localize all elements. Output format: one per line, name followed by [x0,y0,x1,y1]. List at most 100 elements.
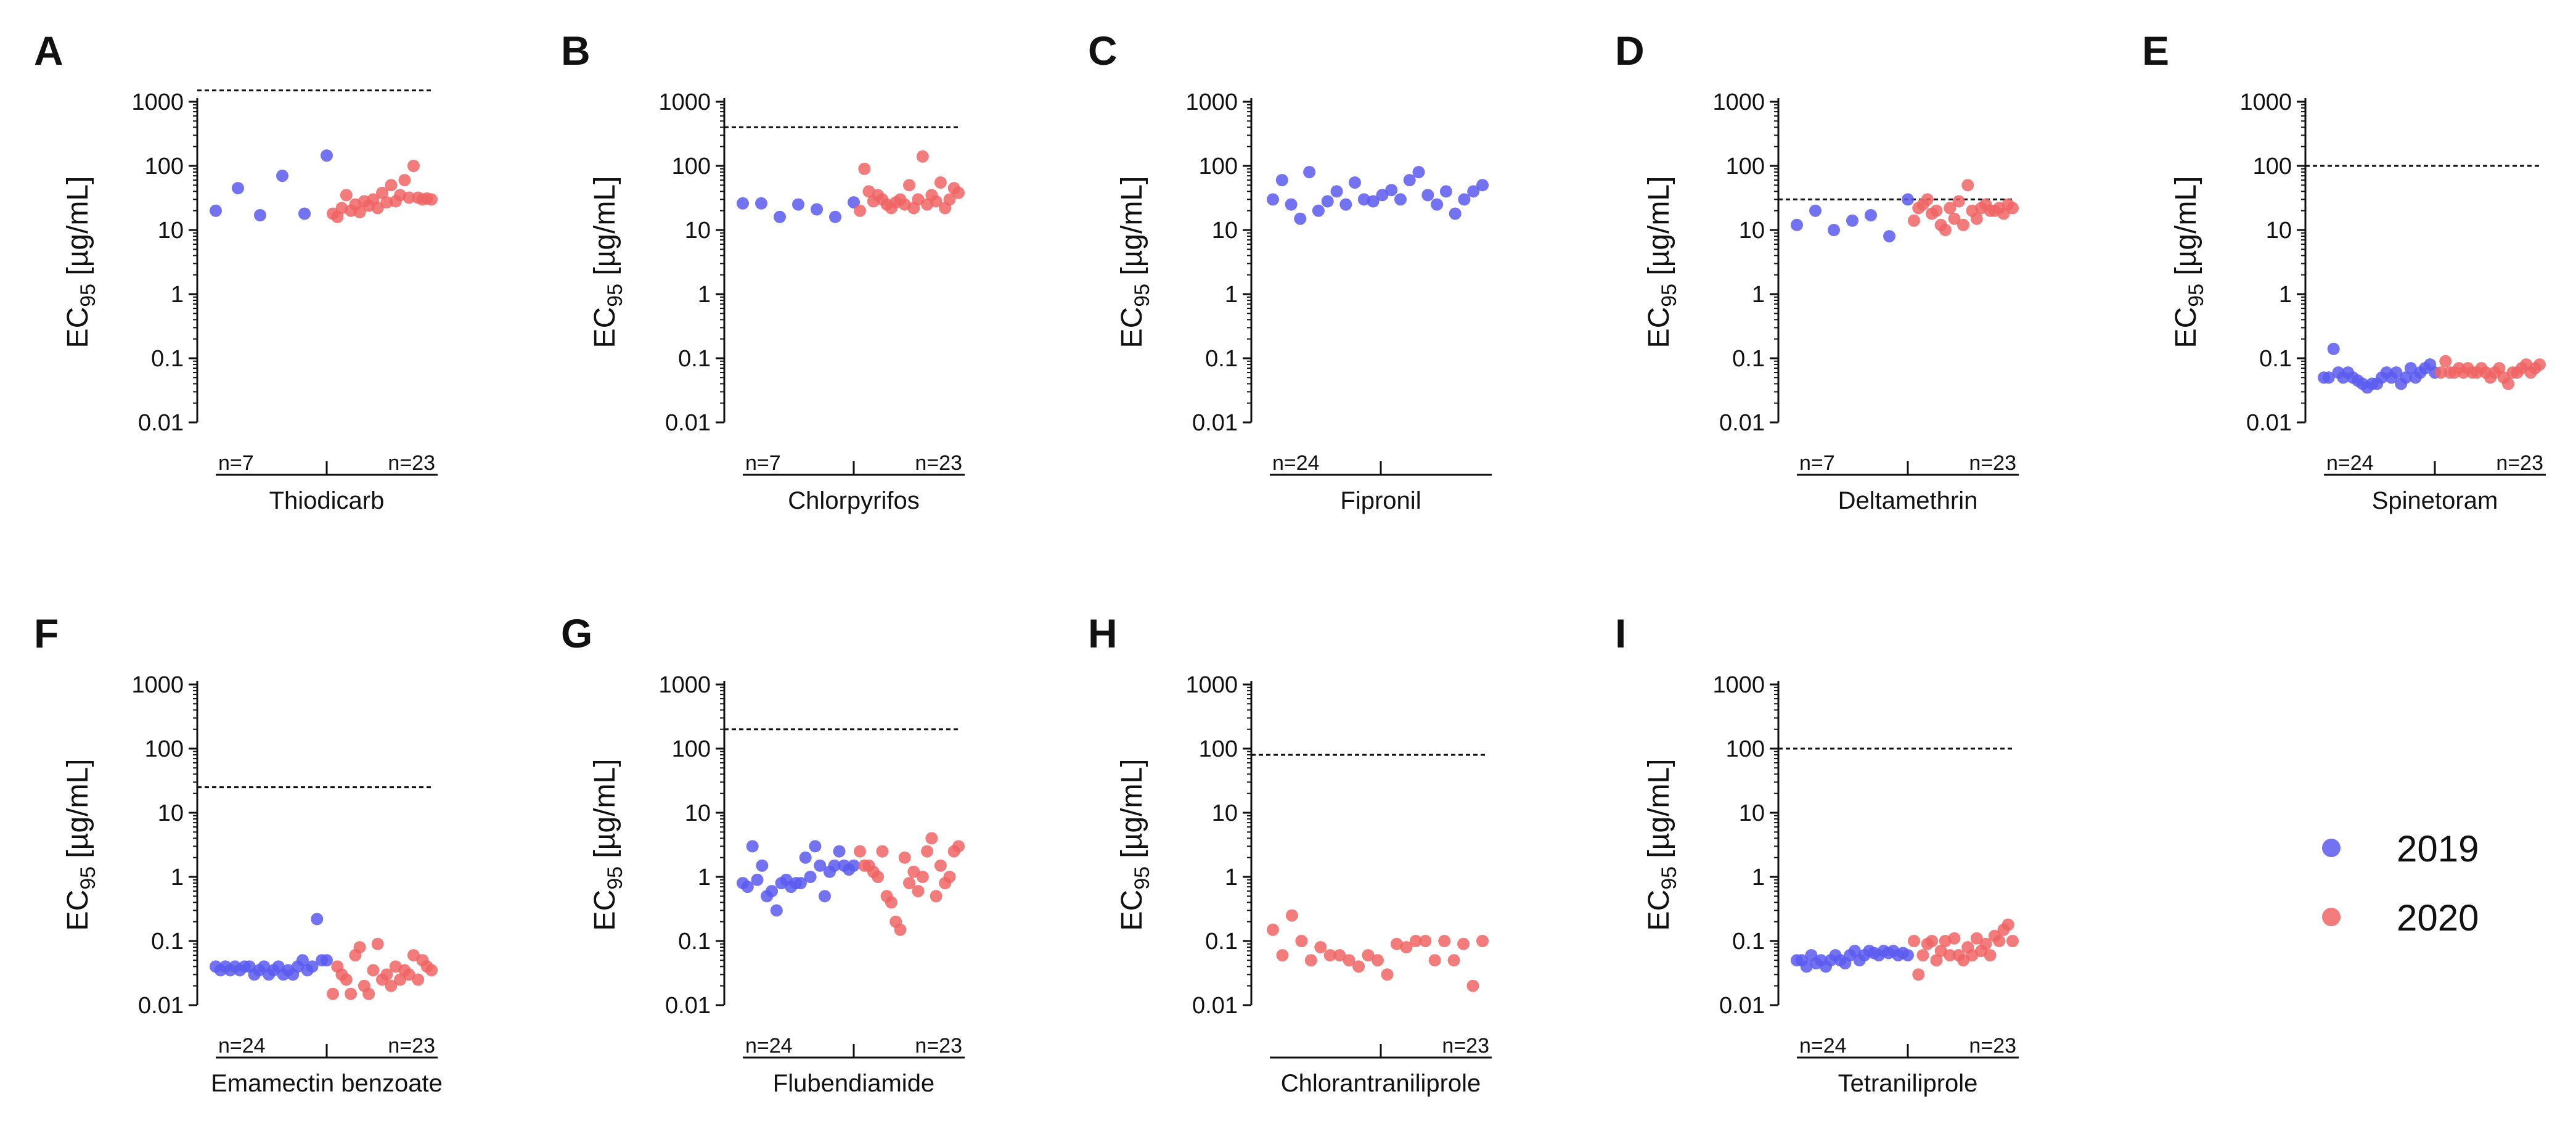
data-point-2020 [1267,923,1279,936]
data-point-2020 [425,193,438,206]
data-point-2019 [833,845,846,858]
data-point-2020 [930,890,942,903]
data-point-2020 [425,964,438,977]
data-point-2019 [1330,185,1343,198]
y-tick-label: 100 [1726,154,1765,179]
y-tick-label: 1000 [1185,89,1238,115]
compound-label: Tetraniliprole [1838,1070,1978,1097]
data-point-2019 [276,170,288,183]
y-tick-label: 10 [1212,218,1238,244]
y-tick-label: 0.01 [138,410,184,436]
data-point-2019 [766,885,778,898]
data-point-2020 [2006,202,2019,215]
data-point-2019 [1809,204,1822,217]
compound-label: Flubendiamide [773,1070,934,1097]
data-point-2019 [1846,214,1858,227]
y-tick-label: 100 [145,736,184,762]
data-point-2020 [2435,366,2447,379]
data-point-2020 [362,987,375,1000]
data-point-2019 [1431,198,1444,211]
data-point-2019 [1476,179,1489,192]
legend-label-2019: 2019 [2397,828,2479,869]
panel-g: G EC95 [µg/mL] 0.01 0.1 1 10 100 1000 n=24 n=23 Fl… [561,610,965,1097]
y-tick-label: 1000 [131,672,184,698]
y-tick-label: 0.1 [1205,929,1238,955]
data-point-2019 [794,877,807,890]
data-point-2020 [916,871,929,883]
panel-letter: G [561,610,592,656]
data-point-2020 [1352,960,1365,973]
data-point-2019 [1449,207,1462,220]
y-tick-label: 1000 [658,89,711,115]
data-point-2019 [746,840,759,853]
y-tick-label: 0.01 [1192,993,1238,1019]
y-tick-label: 0.1 [678,346,711,372]
data-point-2020 [385,979,398,992]
data-point-2020 [1390,937,1403,950]
y-tick-label: 0.01 [1719,410,1765,436]
data-point-2019 [814,859,827,872]
y-tick-label: 10 [158,218,184,244]
data-point-2020 [1916,949,1929,962]
data-point-2020 [398,174,411,187]
data-point-2019 [1412,166,1425,179]
data-point-2019 [751,873,764,886]
data-point-2020 [952,840,965,853]
data-point-2019 [1791,218,1803,231]
y-tick-label: 0.01 [138,993,184,1019]
data-point-2020 [1997,207,2010,220]
y-tick-label: 1 [1225,865,1238,890]
y-axis-label: EC95 [µg/mL] [589,759,627,931]
data-point-2019 [1275,174,1288,187]
data-point-2019 [774,210,786,223]
data-point-2019 [1865,209,1877,221]
data-point-2020 [912,885,925,898]
data-point-2020 [1930,204,1943,217]
y-tick-label: 100 [145,154,184,179]
data-point-2020 [1381,968,1394,981]
y-tick-label: 0.01 [2246,410,2292,436]
data-point-2020 [1948,212,1961,225]
y-axis-label: EC95 [µg/mL] [62,759,100,931]
legend-marker-2020 [2322,908,2341,926]
data-point-2019 [770,904,783,917]
y-tick-label: 100 [672,736,711,762]
data-point-2020 [921,845,934,858]
y-tick-label: 1 [1752,282,1765,308]
n-label-2019: n=24 [1272,451,1320,475]
data-point-2020 [412,973,425,986]
data-point-2020 [1957,218,1969,231]
data-point-2019 [321,149,333,162]
data-point-2020 [930,195,942,208]
data-point-2019 [2390,366,2403,379]
y-tick-label: 0.1 [2259,346,2292,372]
data-point-2019 [1385,184,1398,197]
compound-label: Fipronil [1340,487,1421,514]
data-point-2020 [1276,949,1289,962]
data-point-2020 [916,150,929,163]
data-point-2019 [1848,945,1861,958]
y-tick-label: 0.01 [1192,410,1238,436]
data-point-2019 [1828,224,1840,236]
panel-letter: B [561,28,591,73]
y-axis-label: EC95 [µg/mL] [589,176,627,348]
y-tick-label: 0.01 [1719,993,1765,1019]
data-point-2020 [353,206,366,218]
data-point-2020 [394,973,407,986]
data-point-2020 [2002,918,2014,931]
y-tick-label: 1000 [131,89,184,115]
data-point-2019 [1439,185,1452,198]
n-label-2020: n=23 [1969,451,2016,475]
data-point-2020 [1438,935,1451,947]
data-point-2020 [1948,932,1961,945]
data-point-2020 [1908,935,1920,947]
data-point-2020 [2006,935,2019,947]
data-point-2019 [1394,193,1407,206]
data-point-2020 [353,941,366,954]
data-point-2019 [804,871,817,883]
data-point-2020 [1970,932,1983,945]
y-tick-label: 1 [1225,282,1238,308]
y-tick-label: 10 [685,800,711,826]
y-tick-label: 0.1 [1205,346,1238,372]
data-point-2020 [1457,937,1470,950]
